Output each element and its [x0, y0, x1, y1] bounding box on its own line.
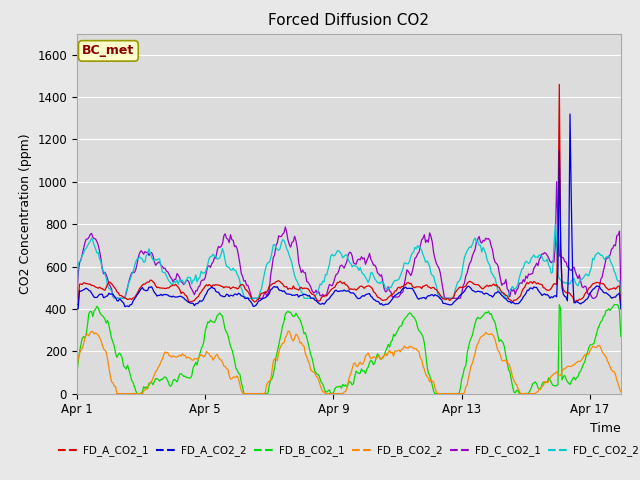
- Line: FD_B_CO2_2: FD_B_CO2_2: [77, 331, 621, 394]
- FD_A_CO2_1: [73, 302, 81, 308]
- FD_A_CO2_1: [255, 297, 262, 302]
- Line: FD_A_CO2_2: FD_A_CO2_2: [77, 114, 621, 309]
- FD_B_CO2_2: [256, 391, 264, 396]
- FD_C_CO2_2: [471, 235, 479, 241]
- FD_C_CO2_2: [255, 295, 262, 300]
- FD_C_CO2_2: [563, 280, 571, 286]
- FD_C_CO2_2: [73, 295, 81, 301]
- FD_C_CO2_1: [455, 295, 463, 301]
- FD_B_CO2_1: [133, 391, 141, 396]
- FD_A_CO2_1: [471, 282, 479, 288]
- FD_A_CO2_1: [455, 285, 463, 290]
- FD_C_CO2_1: [236, 261, 244, 266]
- Text: BC_met: BC_met: [82, 44, 134, 58]
- FD_B_CO2_2: [113, 391, 121, 396]
- FD_C_CO2_2: [455, 278, 463, 284]
- FD_C_CO2_1: [617, 285, 625, 291]
- FD_A_CO2_2: [236, 291, 244, 297]
- FD_B_CO2_1: [376, 356, 384, 362]
- FD_A_CO2_2: [471, 289, 479, 295]
- FD_A_CO2_2: [255, 298, 262, 304]
- FD_B_CO2_1: [73, 372, 81, 378]
- FD_B_CO2_1: [556, 302, 563, 308]
- FD_C_CO2_1: [255, 295, 262, 301]
- Line: FD_B_CO2_1: FD_B_CO2_1: [77, 305, 621, 394]
- FD_A_CO2_2: [375, 299, 383, 305]
- FD_A_CO2_1: [375, 295, 383, 300]
- FD_B_CO2_2: [565, 363, 573, 369]
- FD_C_CO2_1: [563, 264, 571, 270]
- FD_C_CO2_2: [552, 221, 559, 227]
- FD_B_CO2_1: [617, 334, 625, 339]
- Line: FD_A_CO2_1: FD_A_CO2_1: [77, 84, 621, 305]
- FD_A_CO2_2: [455, 293, 463, 299]
- FD_A_CO2_2: [73, 306, 81, 312]
- FD_B_CO2_1: [237, 379, 245, 385]
- FD_A_CO2_1: [617, 302, 625, 308]
- FD_B_CO2_1: [456, 385, 464, 391]
- FD_A_CO2_1: [236, 283, 244, 288]
- FD_C_CO2_2: [375, 280, 383, 286]
- FD_C_CO2_2: [236, 279, 244, 285]
- FD_B_CO2_2: [237, 387, 245, 393]
- Line: FD_C_CO2_2: FD_C_CO2_2: [77, 224, 621, 298]
- FD_B_CO2_2: [474, 341, 482, 347]
- FD_A_CO2_1: [556, 82, 563, 87]
- FD_C_CO2_1: [553, 179, 561, 185]
- FD_B_CO2_2: [458, 391, 465, 396]
- FD_A_CO2_2: [617, 306, 625, 312]
- FD_B_CO2_1: [472, 316, 480, 322]
- FD_C_CO2_2: [617, 295, 625, 301]
- FD_B_CO2_1: [565, 380, 573, 386]
- FD_A_CO2_1: [563, 290, 571, 296]
- Y-axis label: CO2 Concentration (ppm): CO2 Concentration (ppm): [19, 133, 32, 294]
- FD_C_CO2_1: [73, 295, 81, 301]
- X-axis label: Time: Time: [590, 422, 621, 435]
- FD_B_CO2_2: [73, 368, 81, 374]
- FD_B_CO2_2: [378, 357, 385, 362]
- Title: Forced Diffusion CO2: Forced Diffusion CO2: [268, 13, 429, 28]
- FD_B_CO2_2: [617, 389, 625, 395]
- Line: FD_C_CO2_1: FD_C_CO2_1: [77, 182, 621, 298]
- FD_C_CO2_1: [471, 246, 479, 252]
- Legend: FD_A_CO2_1, FD_A_CO2_2, FD_B_CO2_1, FD_B_CO2_2, FD_C_CO2_1, FD_C_CO2_2: FD_A_CO2_1, FD_A_CO2_2, FD_B_CO2_1, FD_B…: [54, 441, 640, 460]
- FD_B_CO2_1: [256, 391, 264, 396]
- FD_A_CO2_2: [566, 111, 574, 117]
- FD_B_CO2_2: [285, 328, 293, 334]
- FD_C_CO2_1: [375, 271, 383, 277]
- FD_A_CO2_2: [562, 294, 570, 300]
